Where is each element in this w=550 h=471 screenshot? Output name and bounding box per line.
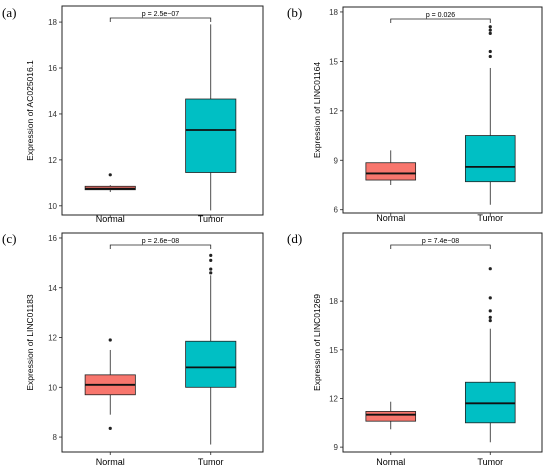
box-iqr xyxy=(365,162,417,181)
panel-label: (c) xyxy=(2,231,16,246)
x-category-label: Tumor xyxy=(198,214,224,224)
y-tick-label: 14 xyxy=(48,110,57,119)
box-iqr xyxy=(185,340,237,388)
box-iqr xyxy=(185,98,237,173)
outlier-point xyxy=(488,315,492,319)
panel-label: (b) xyxy=(287,5,302,20)
y-tick-label: 6 xyxy=(334,206,339,215)
y-tick-label: 9 xyxy=(334,443,339,452)
outlier-point xyxy=(488,25,492,29)
outlier-point xyxy=(488,296,492,300)
bracket-line xyxy=(109,244,212,249)
y-tick-label: 10 xyxy=(48,383,57,392)
box-tumor xyxy=(464,267,516,443)
x-category-label: Tumor xyxy=(198,457,224,467)
outlier-point xyxy=(488,49,492,54)
chart-panel-4: (d) 9 12 15 18 Expression of LINC01269 Normal T… xyxy=(287,231,543,467)
y-tick-label: 12 xyxy=(48,334,57,343)
box-normal xyxy=(365,401,417,430)
y-tick-label: 9 xyxy=(334,156,339,165)
outlier-point xyxy=(488,309,492,313)
y-axis-title: Expression of LINC01164 xyxy=(312,62,322,159)
box-tumor xyxy=(464,25,516,205)
bracket-line xyxy=(109,17,212,22)
significance-bracket: p = 2.5e−07 xyxy=(109,11,212,22)
box-tumor xyxy=(185,24,237,211)
outlier-point xyxy=(108,338,112,342)
y-tick-label: 18 xyxy=(329,8,338,17)
y-tick-label: 8 xyxy=(53,433,58,442)
y-tick-label: 12 xyxy=(329,394,338,403)
x-category-label: Normal xyxy=(96,457,125,467)
outlier-point xyxy=(488,319,492,323)
y-axis-title: Expression of AC025016.1 xyxy=(25,60,35,161)
x-category-label: Tumor xyxy=(477,213,503,223)
y-tick-label: 10 xyxy=(48,202,57,211)
significance-bracket: p = 7.4e−08 xyxy=(390,238,491,249)
p-value-label: p = 0.026 xyxy=(426,12,455,19)
y-tick-label: 16 xyxy=(48,234,57,243)
outlier-point xyxy=(209,267,213,271)
plot-frame xyxy=(342,6,543,214)
outlier-point xyxy=(108,173,112,177)
y-tick-label: 12 xyxy=(48,156,57,165)
y-tick-label: 14 xyxy=(48,284,57,293)
bracket-line xyxy=(390,18,491,23)
outlier-point xyxy=(209,271,213,275)
y-tick-label: 12 xyxy=(329,107,338,116)
bracket-line xyxy=(390,244,491,249)
p-value-label: p = 7.4e−08 xyxy=(422,238,459,245)
panel-label: (a) xyxy=(2,5,16,20)
x-category-label: Normal xyxy=(96,214,125,224)
outlier-point xyxy=(488,28,492,32)
chart-panel-3: (c) 8 10 12 14 16 Expression of LINC01183 Norma… xyxy=(2,231,264,467)
y-tick-label: 15 xyxy=(329,346,338,355)
y-tick-label: 16 xyxy=(48,64,57,73)
box-normal xyxy=(84,338,136,430)
box-normal xyxy=(84,173,136,193)
panel-label: (d) xyxy=(287,231,302,246)
y-tick-label: 18 xyxy=(48,18,57,27)
chart-panel-2: (b) 6 9 12 15 18 Expression of LINC01164 Normal… xyxy=(287,5,543,223)
significance-bracket: p = 0.026 xyxy=(390,12,491,23)
p-value-label: p = 2.6e−08 xyxy=(142,238,179,245)
chart-panel-1: (a) 10 12 14 16 18 Expression of AC025016.1 Nor… xyxy=(2,5,264,224)
significance-bracket: p = 2.6e−08 xyxy=(109,238,212,249)
box-normal xyxy=(365,150,417,185)
box-iqr xyxy=(464,135,516,183)
outlier-point xyxy=(488,31,492,35)
y-tick-label: 18 xyxy=(329,297,338,306)
x-category-label: Normal xyxy=(376,213,405,223)
p-value-label: p = 2.5e−07 xyxy=(142,11,179,18)
outlier-point xyxy=(488,54,492,59)
outlier-point xyxy=(108,426,112,430)
outlier-point xyxy=(209,253,213,257)
box-tumor xyxy=(185,253,237,445)
y-tick-label: 15 xyxy=(329,57,338,66)
box-iqr xyxy=(365,411,417,422)
outlier-point xyxy=(209,258,213,262)
x-category-label: Normal xyxy=(376,457,405,467)
x-category-label: Tumor xyxy=(477,457,503,467)
y-axis-title: Expression of LINC01183 xyxy=(25,294,35,391)
y-axis-title: Expression of LINC01269 xyxy=(312,294,322,391)
outlier-point xyxy=(488,267,492,271)
